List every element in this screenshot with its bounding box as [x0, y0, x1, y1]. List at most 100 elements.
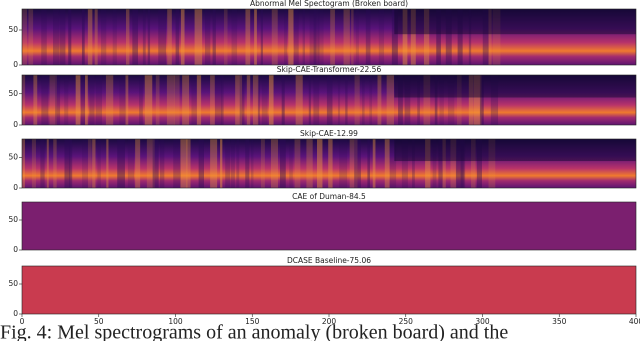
heatmap-cell: [28, 9, 34, 65]
heatmap-cell: [221, 75, 224, 125]
heatmap-cell: [139, 75, 143, 125]
heatmap-cell: [404, 75, 411, 125]
heatmap: [22, 266, 636, 314]
heatmap-cell: [68, 9, 72, 65]
heatmap-cell: [377, 75, 382, 125]
heatmap-cell: [328, 139, 333, 188]
heatmap-cell: [425, 139, 431, 188]
y-tick-label: 50: [8, 279, 18, 288]
heatmap-cell: [125, 9, 130, 65]
heatmap-cell: [166, 75, 175, 125]
heatmap-cell: [394, 9, 636, 35]
heatmap-cell: [455, 139, 464, 188]
caption: Fig. 4: Mel spectrograms of an anomaly (…: [0, 322, 508, 341]
heatmap-cell: [457, 9, 463, 65]
heatmap-cell: [309, 9, 317, 65]
heatmap-cell: [225, 139, 231, 188]
heatmap-cell: [127, 139, 135, 188]
y-tick-label: 0: [13, 120, 18, 129]
heatmap-cell: [81, 9, 85, 65]
heatmap-cell: [456, 75, 462, 125]
y-tick-label: 50: [8, 152, 18, 161]
heatmap-cell: [220, 139, 223, 188]
heatmap-cell: [53, 9, 59, 65]
heatmap-cell: [174, 75, 180, 125]
heatmap-cell: [384, 139, 390, 188]
panel-title: CAE of Duman-84.5: [292, 192, 366, 201]
heatmap-cell: [313, 9, 320, 65]
heatmap-cell: [223, 9, 228, 65]
heatmap-cell: [479, 75, 484, 125]
heatmap-cell: [31, 139, 36, 188]
heatmap-cell: [46, 139, 49, 188]
heatmap-cell: [40, 139, 45, 188]
heatmap-cell: [64, 139, 71, 188]
heatmap: [22, 139, 636, 188]
heatmap-cell: [59, 9, 66, 65]
heatmap-cell: [394, 139, 636, 162]
heatmap-cell: [22, 75, 26, 125]
heatmap-cell: [447, 75, 455, 125]
heatmap-cell: [349, 139, 358, 188]
heatmap-cell: [239, 75, 245, 125]
heatmap-cell: [186, 139, 191, 188]
heatmap-cell: [167, 9, 172, 65]
x-tick-label: 0: [20, 317, 25, 326]
heatmap-cell: [488, 139, 496, 188]
heatmap-cell: [339, 139, 348, 188]
heatmap-cell: [367, 139, 370, 188]
heatmap-cell: [146, 139, 155, 188]
heatmap-cell: [173, 139, 181, 188]
heatmap-cell: [125, 75, 129, 125]
heatmap-cell: [476, 139, 482, 188]
heatmap-cell: [245, 139, 250, 188]
heatmap-cell: [442, 139, 446, 188]
heatmap-cell: [450, 139, 457, 188]
heatmap-cell: [196, 75, 202, 125]
panel-title: Skip-CAE-Transformer-22.56: [277, 65, 382, 74]
heatmap-cell: [402, 9, 408, 65]
heatmap-cell: [284, 9, 288, 65]
x-tick-label: 200: [322, 317, 337, 326]
heatmap-cell: [246, 75, 251, 125]
heatmap-cell: [87, 9, 93, 65]
heatmap-cell: [204, 9, 211, 65]
heatmap-cell: [180, 139, 188, 188]
heatmap-cell: [351, 9, 354, 65]
heatmap-cell: [343, 9, 350, 65]
panel-title: DCASE Baseline-75.06: [287, 256, 371, 265]
x-tick-label: 150: [245, 317, 260, 326]
heatmap-cell: [94, 9, 98, 65]
heatmap-cell: [260, 9, 263, 65]
heatmap-cell: [117, 139, 125, 188]
heatmap-cell: [372, 139, 376, 188]
heatmap-cell: [214, 75, 223, 125]
y-tick-label: 0: [13, 309, 18, 318]
heatmap-cell: [105, 75, 114, 125]
heatmap-cell: [471, 139, 476, 188]
heatmap-cell: [308, 75, 311, 125]
heatmap-cell: [468, 75, 474, 125]
heatmap-cell: [270, 139, 278, 188]
heatmap-cell: [417, 75, 420, 125]
heatmap-cell: [92, 139, 96, 188]
heatmap-cell: [191, 75, 198, 125]
heatmap-cell: [230, 139, 235, 188]
heatmap-cell: [75, 75, 81, 125]
heatmap-cell: [106, 139, 109, 188]
heatmap-cell: [231, 9, 238, 65]
heatmap-cell: [401, 139, 408, 188]
x-tick-label: 300: [475, 317, 490, 326]
heatmap-cell: [69, 139, 73, 188]
heatmap-cell: [345, 75, 348, 125]
heatmap-cell: [482, 9, 489, 65]
heatmap-cell: [293, 9, 299, 65]
heatmap-cell: [236, 139, 240, 188]
heatmap-cell: [100, 9, 107, 65]
heatmap-cell: [432, 139, 437, 188]
heatmap-bg: [22, 266, 636, 314]
heatmap-cell: [180, 9, 185, 65]
heatmap-cell: [313, 75, 320, 125]
heatmap-cell: [365, 9, 371, 65]
